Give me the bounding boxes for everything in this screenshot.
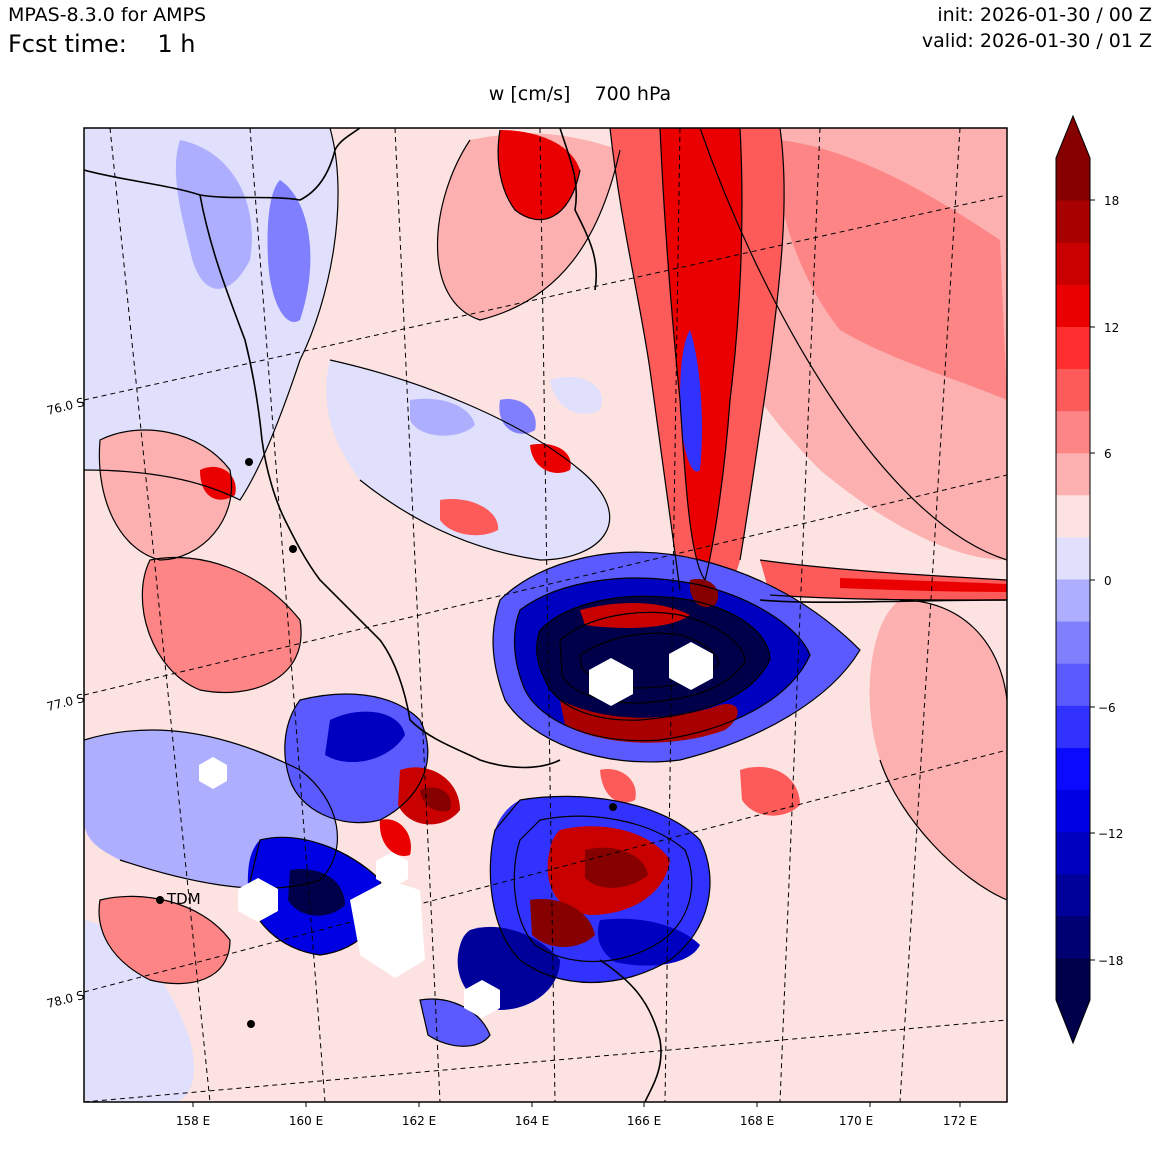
colorbar-band bbox=[1056, 705, 1090, 748]
colorbar-label-0: 0 bbox=[1104, 574, 1112, 588]
shade-red-band-1-core bbox=[420, 787, 451, 812]
valid-time: valid: 2026-01-30 / 01 Z bbox=[921, 30, 1152, 52]
colorbar-label-minus12: −12 bbox=[1098, 827, 1123, 841]
lat-label-77s: 77.0 S bbox=[45, 691, 85, 714]
station-label-tdm: TDM bbox=[166, 890, 201, 908]
colorbar-band bbox=[1056, 663, 1090, 706]
plot-title: w [cm/s] 700 hPa bbox=[488, 83, 672, 105]
shade-blue-nw bbox=[175, 140, 252, 289]
shade-lightblue-center bbox=[326, 360, 610, 560]
colorbar-band bbox=[1056, 200, 1090, 243]
lon-label-160e: 160 E bbox=[289, 1114, 323, 1128]
shade-red-mid-dot bbox=[600, 769, 636, 803]
forecast-time: Fcst time: 1 h bbox=[8, 30, 195, 58]
lat-label-78s: 78.0 S bbox=[45, 988, 85, 1011]
lon-label-172e: 172 E bbox=[943, 1114, 977, 1128]
coastlines bbox=[84, 128, 1007, 1102]
colorbar-band bbox=[1056, 242, 1090, 285]
contour-lines bbox=[84, 128, 1007, 1047]
colorbar-label-minus6: −6 bbox=[1098, 701, 1116, 715]
graticule-meridians bbox=[109, 128, 961, 1102]
shade-red-plume-core bbox=[660, 128, 742, 580]
colorbar-outline bbox=[1055, 114, 1091, 1045]
lon-label-162e: 162 E bbox=[402, 1114, 436, 1128]
colorbar-extend-high bbox=[1056, 116, 1090, 158]
lon-label-158e: 158 E bbox=[176, 1114, 210, 1128]
forecast-time-label: Fcst time: bbox=[8, 30, 127, 58]
shade-lightblue-sw bbox=[84, 920, 194, 1102]
colorbar-extend-low bbox=[1056, 1000, 1090, 1043]
shade-blue-c2 bbox=[499, 399, 536, 434]
shade-blue-south-tail bbox=[420, 999, 490, 1047]
colorbar-band bbox=[1056, 621, 1090, 664]
shade-red-w1 bbox=[200, 466, 236, 500]
colorbar-band bbox=[1056, 410, 1090, 454]
colorbar-label-18: 18 bbox=[1104, 194, 1119, 208]
colorbar-band bbox=[1056, 831, 1090, 875]
missing-data-cells bbox=[199, 642, 713, 1018]
shade-red-c-dot bbox=[440, 499, 499, 536]
lon-axis: 158 E 160 E 162 E 164 E 166 E 168 E 170 … bbox=[176, 1102, 977, 1128]
shade-red-north bbox=[498, 130, 580, 220]
colorbar-band bbox=[1056, 873, 1090, 917]
graticule-parallels bbox=[84, 194, 1007, 1102]
shade-red-cluster-top bbox=[580, 603, 690, 628]
shade-blue-south-east bbox=[597, 918, 700, 966]
shade-pink-se bbox=[869, 600, 1007, 900]
colorbar-ticks bbox=[1090, 199, 1095, 961]
lon-label-164e: 164 E bbox=[515, 1114, 549, 1128]
shade-red-band-2 bbox=[379, 819, 411, 856]
shade-lightblue-c3 bbox=[550, 376, 602, 414]
shade-red-east-dot bbox=[740, 766, 800, 816]
shade-red-south-core2 bbox=[530, 899, 595, 948]
shade-blue-nw2 bbox=[267, 180, 311, 322]
colorbar-band bbox=[1056, 494, 1090, 538]
lon-label-170e: 170 E bbox=[839, 1114, 873, 1128]
shade-blue-band-3-core bbox=[288, 869, 345, 916]
colorbar-band bbox=[1056, 326, 1090, 369]
shade-blue-c1 bbox=[410, 398, 475, 436]
colorbar: 18 12 6 0 −6 −12 −18 bbox=[1055, 114, 1123, 1045]
colorbar-band bbox=[1056, 452, 1090, 496]
model-label: MPAS-8.3.0 for AMPS bbox=[8, 4, 207, 26]
colorbar-band bbox=[1056, 536, 1090, 580]
station-markers bbox=[156, 458, 617, 1028]
init-time: init: 2026-01-30 / 00 Z bbox=[937, 4, 1152, 26]
colorbar-band bbox=[1056, 368, 1090, 412]
colorbar-label-6: 6 bbox=[1104, 447, 1112, 461]
colorbar-bands bbox=[1056, 158, 1090, 1001]
shade-blue-band-sw-core bbox=[325, 711, 405, 763]
map-panel: TDM bbox=[84, 128, 1007, 1102]
map-frame bbox=[83, 127, 1008, 1103]
colorbar-band bbox=[1056, 915, 1090, 959]
shade-red-band-core bbox=[840, 578, 1007, 592]
shade-pink-w1 bbox=[99, 430, 232, 560]
lat-label-76s: 76.0 S bbox=[45, 395, 85, 418]
colorbar-band bbox=[1056, 747, 1090, 790]
colorbar-band bbox=[1056, 579, 1090, 622]
lat-axis: 76.0 S 77.0 S 78.0 S bbox=[45, 395, 85, 1011]
colorbar-band bbox=[1056, 957, 1090, 1001]
lon-label-166e: 166 E bbox=[627, 1114, 661, 1128]
colorbar-band bbox=[1056, 284, 1090, 327]
colorbar-band bbox=[1056, 789, 1090, 833]
colorbar-label-12: 12 bbox=[1104, 321, 1119, 335]
shade-red-south-core bbox=[585, 847, 648, 888]
shade-red-cluster-arc bbox=[560, 700, 738, 743]
colorbar-label-minus18: −18 bbox=[1098, 954, 1123, 968]
shade-blue-plume-channel bbox=[680, 330, 702, 472]
lon-label-168e: 168 E bbox=[740, 1114, 774, 1128]
shade-red-w2 bbox=[142, 557, 302, 693]
colorbar-band bbox=[1056, 158, 1090, 201]
forecast-time-value: 1 h bbox=[157, 30, 196, 58]
shade-red-c-dot2 bbox=[530, 443, 571, 473]
shade-red-cluster-dot bbox=[689, 579, 719, 608]
shade-red-ne bbox=[778, 140, 1007, 400]
